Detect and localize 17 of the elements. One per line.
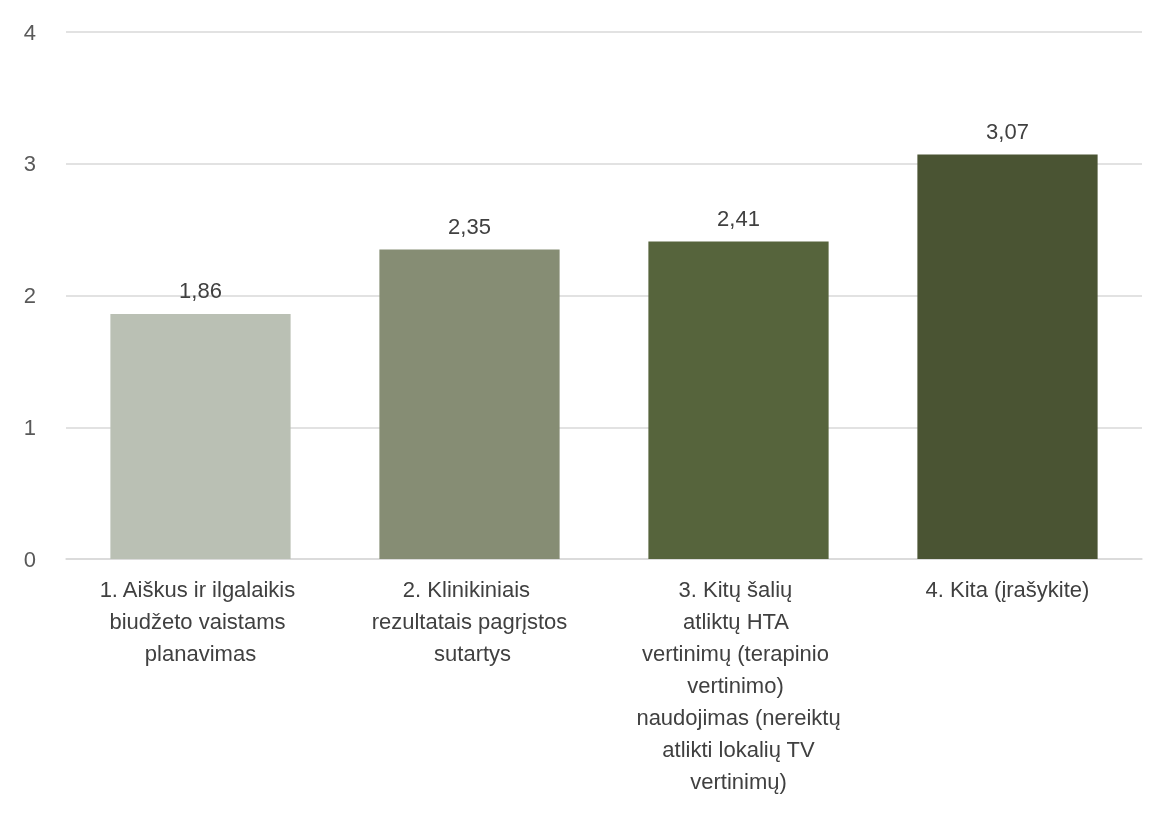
bar <box>648 241 829 559</box>
y-tick-label: 1 <box>23 414 36 440</box>
y-tick-label: 2 <box>23 283 36 308</box>
y-tick-label: 4 <box>23 19 36 45</box>
bar <box>110 313 291 559</box>
x-tick-label: 3. Kitų šalių atliktų HTA vertinimų (terapinio vertinimo) naudojimas (nereiktų atlikti lokalių TV vertinimų) <box>636 576 841 794</box>
data-label: 1,86 <box>179 278 222 304</box>
y-tick-label: 3 <box>23 151 36 177</box>
x-tick-label: 2. Klinikiniais rezultatais pagrįstos sutartys <box>371 576 568 666</box>
data-label: 2,41 <box>717 205 760 231</box>
x-tick-label: 1. Aiškus ir ilgalaikis biudžeto vaistams planavimas <box>99 576 302 666</box>
bar <box>917 154 1098 559</box>
data-label: 2,35 <box>448 213 491 239</box>
x-tick-label: 4. Kita (įrašykite) <box>925 576 1090 602</box>
data-label: 3,07 <box>986 119 1029 145</box>
bar <box>379 249 560 559</box>
y-tick-label: 0 <box>23 546 36 572</box>
